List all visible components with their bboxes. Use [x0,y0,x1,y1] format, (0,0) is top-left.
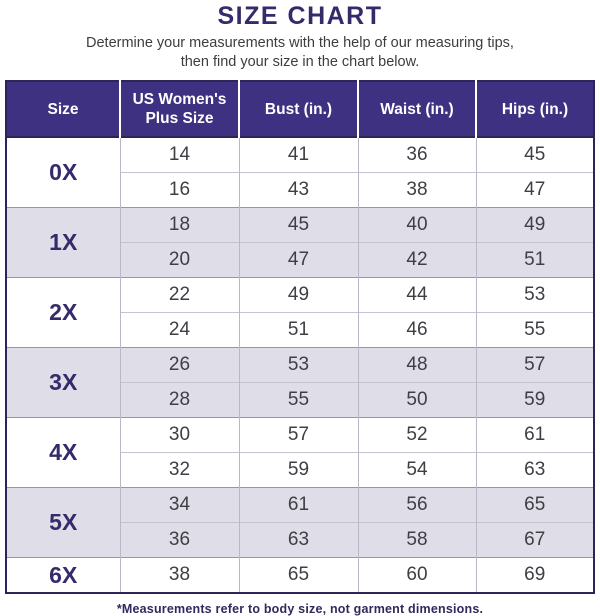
table-cell: 54 [357,452,476,488]
column-header-waist: Waist (in.) [357,81,476,137]
table-cell: 42 [357,242,476,278]
size-label-6x: 6X [6,557,120,593]
table-cell: 60 [357,557,476,593]
table-cell: 34 [119,487,239,523]
table-row: 2X 22 49 44 53 [6,277,594,348]
table-cell: 61 [475,417,594,453]
table-cell: 52 [357,417,476,453]
table-cell: 59 [238,452,358,488]
table-cell: 38 [357,172,476,208]
table-cell: 53 [238,347,358,383]
table-cell: 20 [119,242,239,278]
table-cell: 67 [475,522,594,558]
table-cell: 30 [119,417,239,453]
table-row: 20 47 42 51 [6,242,594,278]
table-cell: 49 [475,207,594,243]
table-cell: 56 [357,487,476,523]
table-cell: 36 [357,137,476,173]
table-cell: 48 [357,347,476,383]
subtitle: Determine your measurements with the hel… [0,34,600,71]
size-label-0x: 0X [6,137,120,208]
table-cell: 53 [475,277,594,313]
table-cell: 57 [238,417,358,453]
table-cell: 41 [238,137,358,173]
table-cell: 47 [475,172,594,208]
table-cell: 49 [238,277,358,313]
table-cell: 58 [357,522,476,558]
size-label-2x: 2X [6,277,120,348]
table-cell: 47 [238,242,358,278]
table-cell: 63 [475,452,594,488]
column-header-bust: Bust (in.) [238,81,358,137]
table-cell: 45 [238,207,358,243]
subtitle-line-2: then find your size in the chart below. [180,53,420,70]
measurement-footnote: *Measurements refer to body size, not ga… [116,602,484,616]
table-row: 36 63 58 67 [6,522,594,558]
table-cell: 57 [475,347,594,383]
table-row: 1X 18 45 40 49 [6,207,594,278]
header-row: Size US Women's Plus Size Bust (in.) Wai… [6,81,594,137]
table-cell: 59 [475,382,594,418]
column-header-size: Size [6,81,120,137]
table-row: 0X 14 41 36 45 [6,137,594,208]
table-cell: 61 [238,487,358,523]
table-cell: 69 [475,557,594,593]
table-cell: 32 [119,452,239,488]
table-cell: 65 [238,557,358,593]
table-row: 16 43 38 47 [6,172,594,208]
table-cell: 22 [119,277,239,313]
table-cell: 24 [119,312,239,348]
table-cell: 51 [475,242,594,278]
table-cell: 40 [357,207,476,243]
table-row: 3X 26 53 48 57 [6,347,594,418]
table-cell: 44 [357,277,476,313]
table-cell: 14 [119,137,239,173]
table-row: 4X 30 57 52 61 [6,417,594,488]
subtitle-line-1: Determine your measurements with the hel… [86,35,514,51]
table-cell: 26 [119,347,239,383]
table-cell: 18 [119,207,239,243]
table-cell: 50 [357,382,476,418]
table-cell: 38 [119,557,239,593]
table-cell: 43 [238,172,358,208]
column-header-plus-size: US Women's Plus Size [119,81,239,137]
table-cell: 55 [238,382,358,418]
size-label-3x: 3X [6,347,120,418]
table-row: 32 59 54 63 [6,452,594,488]
size-label-5x: 5X [6,487,120,558]
table-row: 6X 38 65 60 69 [6,557,594,593]
size-label-4x: 4X [6,417,120,488]
table-cell: 46 [357,312,476,348]
table-cell: 36 [119,522,239,558]
table-cell: 16 [119,172,239,208]
table-row: 5X 34 61 56 65 [6,487,594,558]
table-cell: 28 [119,382,239,418]
page-title: SIZE CHART [217,2,383,30]
table-row: 24 51 46 55 [6,312,594,348]
column-header-hips: Hips (in.) [475,81,594,137]
size-label-1x: 1X [6,207,120,278]
table-cell: 63 [238,522,358,558]
table-cell: 51 [238,312,358,348]
table-cell: 55 [475,312,594,348]
table-row: 28 55 50 59 [6,382,594,418]
table-cell: 45 [475,137,594,173]
table-cell: 65 [475,487,594,523]
size-chart-table: Size US Women's Plus Size Bust (in.) Wai… [5,80,595,594]
